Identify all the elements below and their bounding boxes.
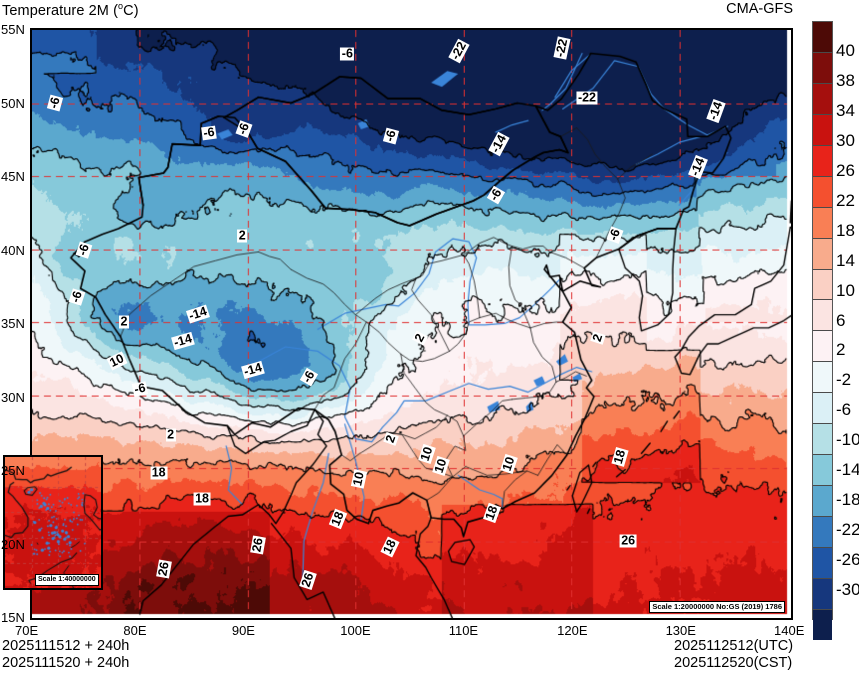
colorbar-segment [813, 268, 832, 300]
lon-tick-130E: 130E [665, 623, 696, 638]
colorbar-segment [813, 237, 832, 269]
colorbar-label-18: 18 [836, 220, 855, 240]
lon-tick-80E: 80E [123, 623, 147, 638]
colorbar-label-30: 30 [836, 130, 855, 150]
lat-tick-15N: 15N [1, 610, 25, 625]
page-title-text: Temperature 2M ( [2, 2, 119, 19]
colorbar-label-38: 38 [836, 70, 855, 90]
colorbar-segment [813, 485, 832, 516]
page-title-unit: C) [123, 2, 139, 19]
inset-scale-note: Scale 1:40000000 [35, 574, 99, 586]
lon-tick-90E: 90E [231, 623, 255, 638]
colorbar-segment [813, 577, 832, 609]
colorbar-segment [813, 608, 832, 640]
lon-tick-70E: 70E [15, 623, 39, 638]
colorbar-label-neg10: -10 [836, 430, 859, 450]
colorbar-label-neg6: -6 [836, 400, 852, 420]
lon-tick-110E: 110E [448, 623, 479, 638]
lat-tick-40N: 40N [1, 242, 25, 258]
lat-tick-45N: 45N [1, 169, 25, 184]
colorbar-label-6: 6 [836, 310, 846, 330]
colorbar-segment [813, 144, 832, 176]
lon-tick-140E: 140E [774, 623, 805, 638]
colorbar-label-40: 40 [836, 40, 855, 60]
colorbar-label-22: 22 [836, 190, 855, 210]
model-label: CMA-GFS [726, 1, 793, 17]
map-plot-area[interactable]: Scale 1:20000000 No:GS (2019) 1786 -6 -22… [30, 28, 793, 620]
south-china-sea-inset[interactable]: Scale 1:40000000 [3, 455, 103, 590]
colorbar-segment [813, 392, 832, 424]
lat-tick-55N: 55N [1, 22, 25, 37]
colorbar-segment [813, 299, 832, 331]
colorbar-segment [813, 206, 832, 238]
colorbar-segment [813, 175, 832, 207]
colorbar-label-2: 2 [836, 340, 846, 360]
colorbar-label-neg30: -30 [836, 580, 859, 600]
colorbar-segment [813, 361, 832, 393]
page-title: Temperature 2M (oC) [2, 1, 139, 19]
colorbar-segment [813, 82, 832, 114]
contour-label: 2 [237, 228, 248, 243]
temperature-field-canvas [32, 30, 791, 618]
contour-label: -6 [200, 125, 217, 141]
contour-label: 2 [165, 427, 176, 442]
lat-tick-25N: 25N [1, 463, 25, 478]
colorbar-label-neg22: -22 [836, 520, 859, 540]
contour-label: -6 [340, 46, 355, 61]
init-time-cst: 2025111520 + 240h [2, 655, 130, 671]
lon-tick-120E: 120E [557, 623, 588, 638]
contour-label: -22 [576, 90, 598, 105]
degree-symbol: o [118, 1, 124, 11]
lon-tick-100E: 100E [340, 623, 371, 638]
contour-label: 2 [119, 314, 129, 329]
map-scale-note: Scale 1:20000000 No:GS (2019) 1786 [649, 601, 785, 613]
contour-label: 26 [619, 533, 637, 548]
colorbar-segment [813, 113, 832, 145]
colorbar-segment [813, 51, 832, 83]
colorbar-segment [813, 330, 832, 362]
colorbar-label-neg2: -2 [836, 370, 852, 390]
colorbar-segment [813, 22, 832, 52]
inset-map-canvas [5, 457, 101, 588]
colorbar-segment [813, 516, 832, 547]
colorbar-label-14: 14 [836, 250, 855, 270]
colorbar-label-neg18: -18 [836, 490, 859, 510]
colorbar-label-neg26: -26 [836, 550, 859, 570]
colorbar-label-26: 26 [836, 160, 855, 180]
lat-tick-50N: 50N [1, 95, 25, 111]
colorbar-label-10: 10 [836, 280, 855, 300]
lat-tick-35N: 35N [1, 316, 25, 331]
valid-time-utc: 2025112512(UTC) [674, 638, 794, 654]
lat-tick-20N: 20N [1, 536, 25, 552]
colorbar-segment [813, 546, 832, 578]
colorbar-label-34: 34 [836, 100, 855, 120]
init-time-utc: 2025111512 + 240h [2, 638, 130, 654]
valid-time-cst: 2025112520(CST) [674, 655, 793, 671]
colorbar-segment [813, 423, 832, 455]
lat-tick-30N: 30N [1, 389, 25, 405]
temperature-colorbar[interactable] [812, 21, 833, 640]
contour-label: 18 [150, 465, 168, 480]
contour-label: 18 [193, 491, 211, 506]
colorbar-segment [813, 454, 832, 486]
colorbar-label-neg14: -14 [836, 460, 859, 480]
